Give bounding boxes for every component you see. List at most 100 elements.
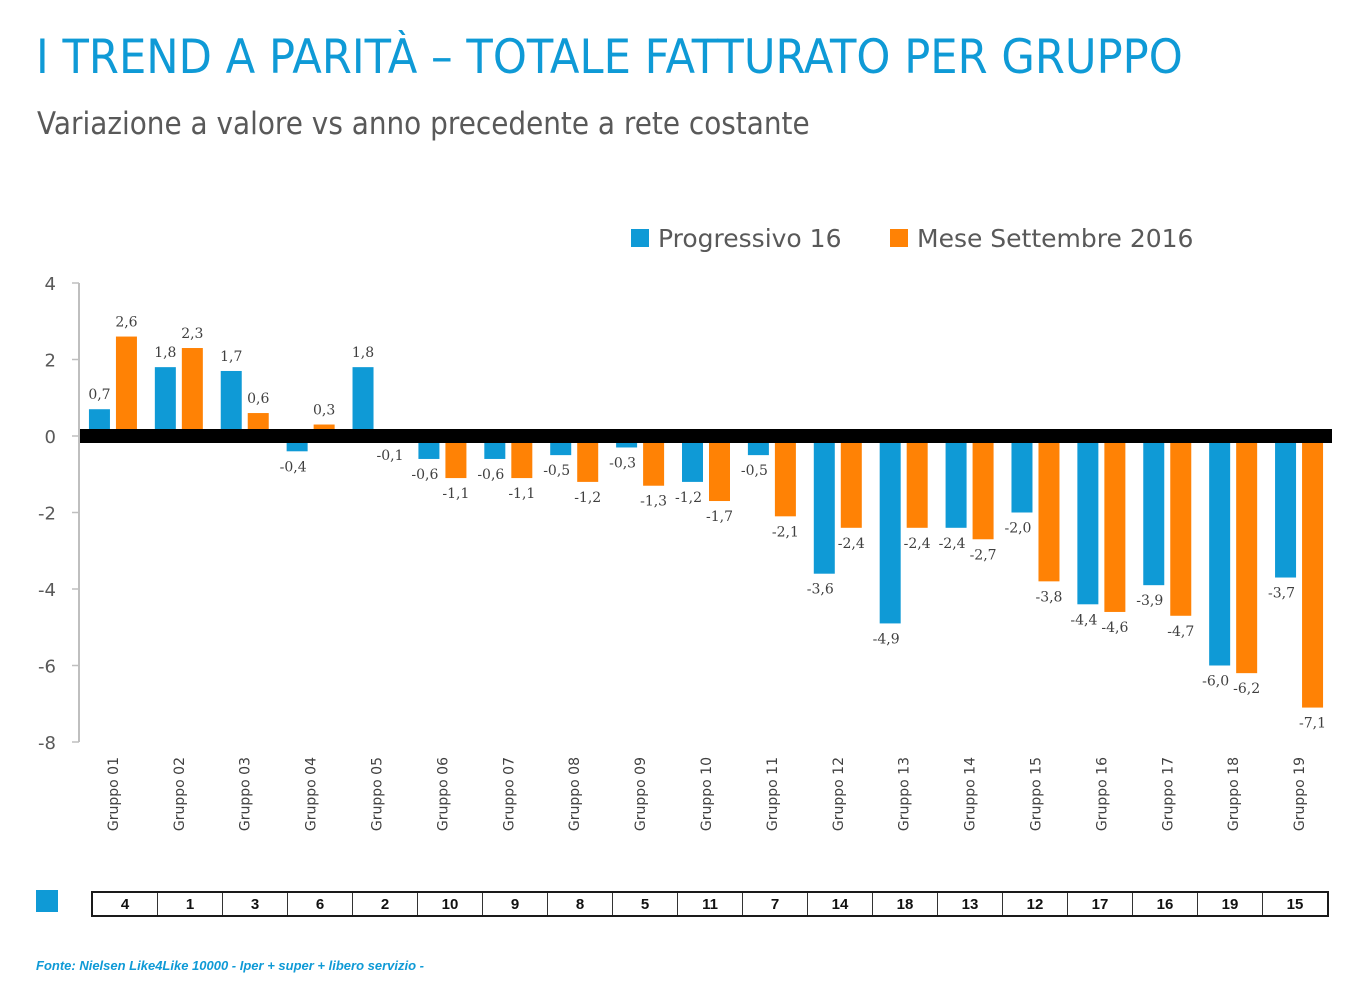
ranking-cell: 9	[482, 891, 548, 917]
data-label: -1,2	[675, 490, 702, 506]
data-label: -0,3	[609, 455, 636, 471]
data-label: -2,4	[939, 536, 966, 552]
ranking-cell: 7	[742, 891, 808, 917]
bar-mese	[445, 436, 467, 479]
ranking-cell: 12	[1002, 891, 1068, 917]
y-tick-label: 4	[45, 274, 56, 295]
ranking-cell: 2	[352, 891, 418, 917]
bar-progressivo	[1011, 436, 1033, 513]
data-label: 1,7	[220, 349, 242, 365]
zero-line	[80, 429, 1332, 443]
bars	[80, 336, 1332, 708]
y-tick-label: -2	[38, 504, 56, 525]
data-label: -3,9	[1136, 593, 1163, 609]
data-label: -2,1	[772, 524, 799, 540]
x-tick-label: Gruppo 11	[765, 757, 781, 831]
bar-progressivo	[945, 436, 967, 528]
data-label: -2,0	[1004, 521, 1031, 537]
x-tick-label: Gruppo 18	[1226, 757, 1242, 831]
ranking-cell: 15	[1262, 891, 1329, 917]
data-label: -0,6	[411, 467, 438, 483]
legend-label-mese: Mese Settembre 2016	[917, 224, 1193, 253]
ranking-cell: 1	[157, 891, 223, 917]
bar-mese	[1104, 436, 1126, 612]
data-label: -7,1	[1299, 716, 1326, 732]
page-title: I TREND A PARITÀ – TOTALE FATTURATO PER …	[36, 30, 1183, 85]
ranking-cell: 14	[807, 891, 873, 917]
bar-mese	[1170, 436, 1192, 616]
bar-progressivo	[352, 367, 374, 436]
bar-mese	[709, 436, 730, 502]
x-tick-label: Gruppo 17	[1160, 757, 1176, 831]
y-tick-label: 2	[45, 351, 56, 372]
bar-progressivo	[1209, 436, 1231, 666]
bar-progressivo	[1275, 436, 1297, 578]
bar-mese	[577, 436, 599, 482]
bar-progressivo	[1143, 436, 1165, 586]
x-tick-label: Gruppo 12	[831, 757, 847, 831]
bar-mese	[115, 336, 137, 436]
x-tick-label: Gruppo 10	[699, 757, 715, 831]
data-label: -0,1	[377, 448, 404, 464]
ranking-marker	[36, 890, 58, 912]
bar-progressivo	[1077, 436, 1099, 605]
bar-progressivo	[879, 436, 901, 624]
x-tick-label: Gruppo 04	[304, 757, 320, 831]
data-label: 0,7	[88, 387, 110, 403]
y-tick-label: -4	[38, 580, 56, 601]
data-label: -0,6	[477, 467, 504, 483]
x-tick-label: Gruppo 14	[963, 757, 979, 831]
y-tick-label: -6	[38, 657, 56, 678]
data-label: 2,6	[115, 315, 137, 331]
bar-mese	[972, 436, 994, 540]
legend-swatch-mese	[890, 229, 908, 247]
y-tick-label: 0	[45, 427, 56, 448]
legend-label-progressivo: Progressivo 16	[658, 224, 841, 253]
ranking-row: 4 1 3 6 2 10 9 8 5 11 7 14 18 13 12 17 16 19 15	[91, 891, 1329, 917]
data-label: -4,7	[1167, 624, 1194, 640]
data-label: -0,4	[280, 459, 307, 475]
x-tick-label: Gruppo 08	[567, 757, 583, 831]
data-label: -2,7	[970, 547, 997, 563]
ranking-cell: 16	[1132, 891, 1198, 917]
data-label: -1,7	[706, 509, 733, 525]
ranking-cell: 17	[1067, 891, 1133, 917]
source-note: Fonte: Nielsen Like4Like 10000 - Iper + …	[36, 958, 424, 973]
data-label: -4,6	[1101, 620, 1128, 636]
data-label: 0,3	[313, 403, 335, 419]
bar-mese	[774, 436, 796, 517]
ranking-cell: 8	[547, 891, 613, 917]
x-tick-label: Gruppo 09	[633, 757, 649, 831]
data-label: -3,7	[1268, 586, 1295, 602]
bar-mese	[511, 436, 533, 479]
ranking-cell: 10	[417, 891, 483, 917]
x-tick-label: Gruppo 06	[435, 757, 451, 831]
bar-mese	[906, 436, 928, 528]
data-label: -1,1	[442, 486, 469, 502]
x-tick-label: Gruppo 05	[370, 757, 386, 831]
data-label: 0,6	[247, 391, 269, 407]
bar-progressivo	[682, 436, 703, 482]
data-label: -4,4	[1070, 612, 1097, 628]
page-subtitle: Variazione a valore vs anno precedente a…	[37, 106, 810, 142]
legend-swatch-progressivo	[631, 229, 649, 247]
bar-mese	[643, 436, 665, 486]
bar-mese	[1302, 436, 1324, 708]
data-label: 1,8	[352, 345, 374, 361]
bar-progressivo	[220, 370, 242, 436]
data-label: -2,4	[904, 536, 931, 552]
ranking-cell: 4	[91, 891, 158, 917]
ranking-cell: 13	[937, 891, 1003, 917]
bar-chart: Progressivo 16 Mese Settembre 2016 4 2 0 -2…	[38, 224, 1332, 831]
data-label: -0,5	[741, 463, 768, 479]
bar-progressivo	[813, 436, 835, 574]
data-label: -4,9	[873, 631, 900, 647]
chart-legend: Progressivo 16 Mese Settembre 2016	[631, 224, 1193, 253]
bar-progressivo	[154, 367, 176, 436]
data-label: -3,8	[1035, 589, 1062, 605]
x-tick-label: Gruppo 02	[172, 757, 188, 831]
data-label: -6,0	[1202, 674, 1229, 690]
x-tick-label: Gruppo 01	[106, 757, 122, 831]
x-tick-label: Gruppo 15	[1028, 757, 1044, 831]
ranking-cell: 18	[872, 891, 938, 917]
